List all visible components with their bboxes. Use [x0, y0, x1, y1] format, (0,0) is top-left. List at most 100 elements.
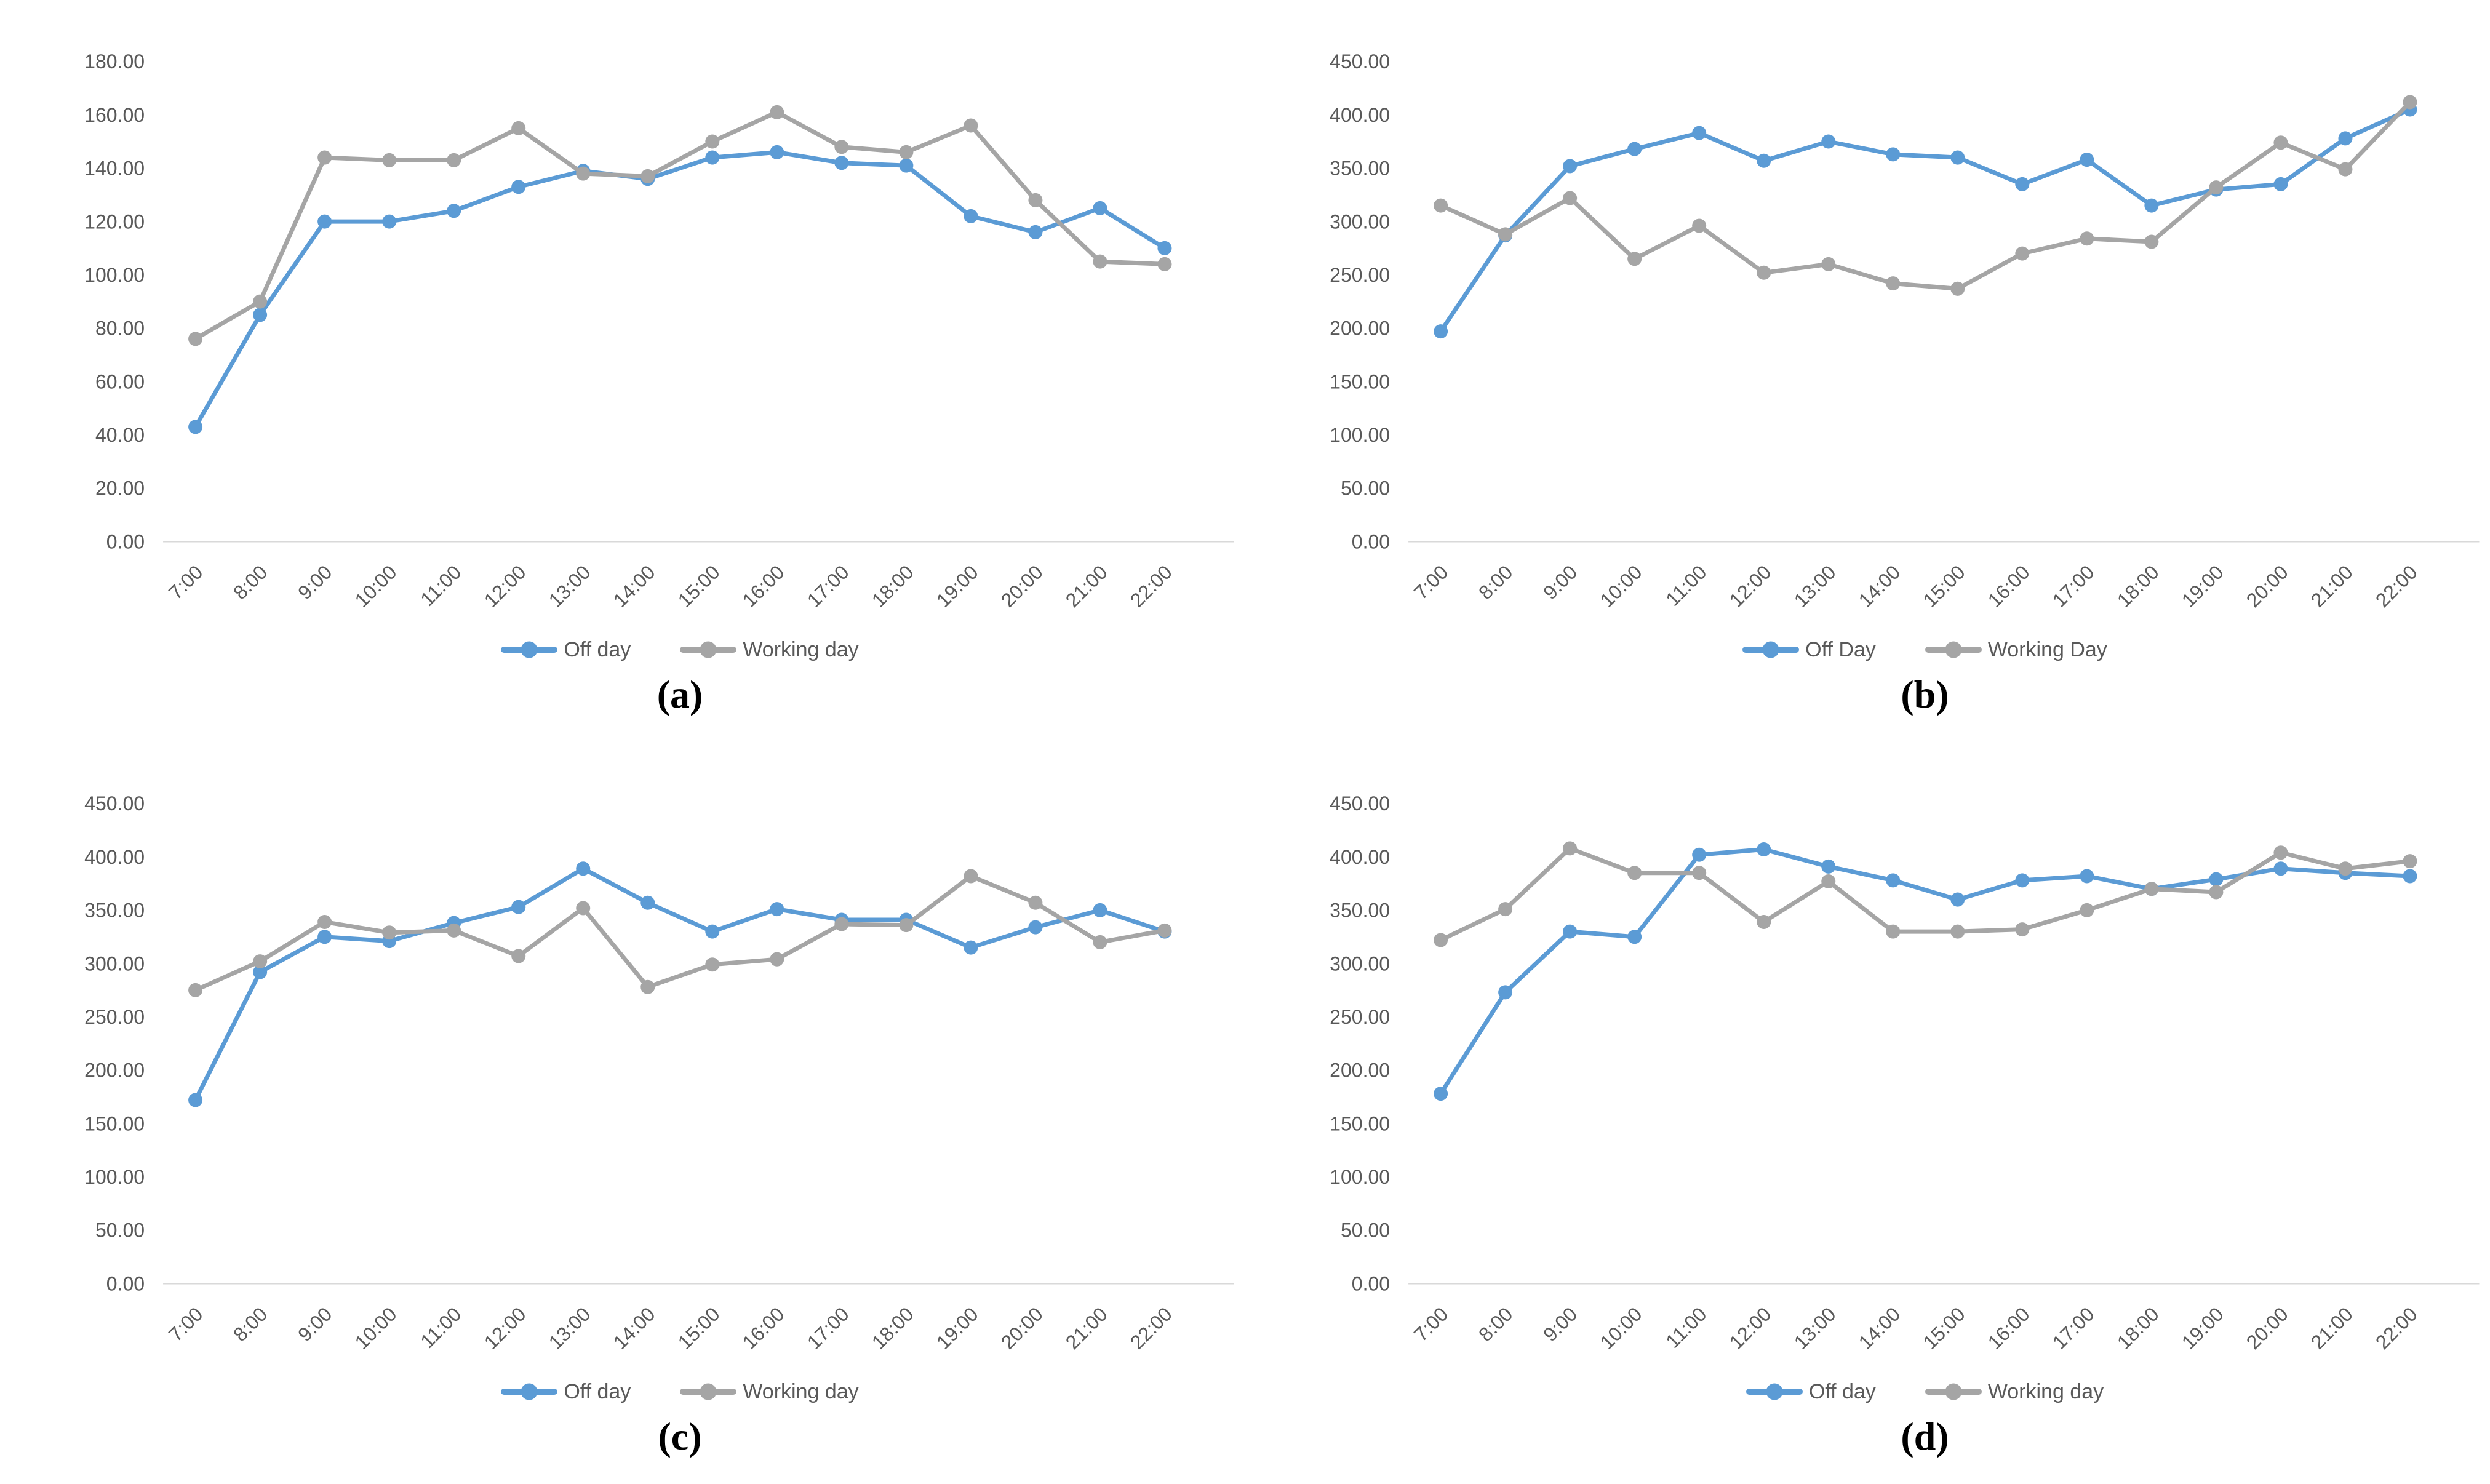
svg-text:50.00: 50.00	[95, 1219, 145, 1242]
svg-text:14:00: 14:00	[1854, 1303, 1904, 1354]
svg-text:300.00: 300.00	[1330, 210, 1390, 233]
svg-text:0.00: 0.00	[106, 1272, 145, 1295]
legend-label-working-day: Working day	[1987, 1379, 2104, 1403]
svg-text:17:00: 17:00	[803, 561, 853, 612]
svg-text:18:00: 18:00	[2112, 1303, 2163, 1354]
svg-text:13:00: 13:00	[545, 1303, 595, 1354]
y-axis-tick-labels: 0.00 20.00 40.00 60.00 80.00 100.00 120.00 140.…	[84, 50, 145, 553]
svg-text:17:00: 17:00	[2048, 561, 2098, 612]
svg-text:14:00: 14:00	[1854, 561, 1904, 612]
svg-text:13:00: 13:00	[1789, 561, 1840, 612]
svg-text:250.00: 250.00	[1330, 264, 1390, 286]
legend-item-off-day: Off day	[501, 1380, 631, 1404]
working-day-line-marker-icon	[680, 647, 737, 653]
svg-text:12:00: 12:00	[1725, 561, 1775, 612]
svg-text:12:00: 12:00	[480, 561, 530, 612]
svg-text:21:00: 21:00	[2306, 1303, 2356, 1354]
svg-text:16:00: 16:00	[738, 1303, 789, 1354]
svg-text:300.00: 300.00	[1330, 952, 1390, 975]
svg-text:150.00: 150.00	[1330, 370, 1390, 393]
off-day-line-marker-icon	[501, 1389, 558, 1395]
svg-text:11:00: 11:00	[416, 561, 465, 610]
svg-text:22:00: 22:00	[1126, 561, 1176, 612]
svg-text:18:00: 18:00	[868, 1303, 918, 1354]
series-working-day	[1433, 95, 2417, 296]
svg-text:40.00: 40.00	[95, 424, 145, 446]
line-chart-d: 0.00 50.00 100.00 150.00 200.00 250.00 300.00 3…	[1330, 792, 2479, 1354]
x-axis-tick-labels: 7:00 8:00 9:00 10:00 11:00 12:00 13:00 14:00 15:…	[164, 561, 1176, 612]
svg-text:20:00: 20:00	[2241, 1303, 2292, 1354]
working-day-line-marker-icon	[1925, 647, 1982, 653]
legend-item-off-day: Off Day	[1742, 638, 1876, 662]
svg-text:0.00: 0.00	[106, 530, 145, 553]
svg-text:60.00: 60.00	[95, 370, 145, 393]
x-axis-tick-labels: 7:00 8:00 9:00 10:00 11:00 12:00 13:00 14:00 15:…	[1410, 1303, 2422, 1354]
legend-a: Off day Working day	[163, 634, 1197, 666]
svg-text:50.00: 50.00	[1340, 477, 1389, 500]
legend-item-off-day: Off day	[1746, 1380, 1876, 1404]
svg-text:22:00: 22:00	[1126, 1303, 1176, 1354]
panel-b: 0.00 50.00 100.00 150.00 200.00 250.00 300.00 3…	[1245, 0, 2490, 742]
legend-label-off-day: Off day	[564, 1379, 631, 1403]
line-chart-c: 0.00 50.00 100.00 150.00 200.00 250.00 300.00 3…	[84, 792, 1234, 1354]
off-day-line-marker-icon	[1746, 1389, 1803, 1395]
legend-label-working-day: Working Day	[1987, 637, 2107, 661]
svg-text:19:00: 19:00	[932, 1303, 983, 1354]
panel-caption-d: (d)	[1901, 1414, 1949, 1459]
svg-text:20:00: 20:00	[997, 561, 1047, 612]
panel-caption-c: (c)	[658, 1414, 702, 1459]
svg-text:17:00: 17:00	[2048, 1303, 2098, 1354]
svg-text:22:00: 22:00	[2371, 1303, 2421, 1354]
svg-text:18:00: 18:00	[2112, 561, 2163, 612]
svg-text:9:00: 9:00	[293, 1303, 336, 1346]
svg-text:180.00: 180.00	[84, 50, 145, 73]
legend-item-working-day: Working day	[680, 1380, 859, 1404]
svg-text:160.00: 160.00	[84, 104, 145, 126]
svg-text:200.00: 200.00	[84, 1059, 145, 1082]
off-day-line-marker-icon	[1742, 647, 1800, 653]
svg-text:11:00: 11:00	[1661, 561, 1710, 610]
svg-text:9:00: 9:00	[293, 561, 336, 604]
svg-text:100.00: 100.00	[84, 1166, 145, 1188]
svg-text:19:00: 19:00	[2177, 1303, 2227, 1354]
svg-text:100.00: 100.00	[84, 264, 145, 286]
legend-item-working-day: Working day	[680, 638, 859, 662]
svg-text:7:00: 7:00	[164, 1303, 207, 1346]
svg-text:7:00: 7:00	[1410, 1303, 1452, 1346]
svg-text:10:00: 10:00	[1595, 561, 1646, 612]
series-working-day	[188, 869, 1172, 997]
svg-text:11:00: 11:00	[1661, 1303, 1710, 1352]
svg-text:15:00: 15:00	[674, 1303, 724, 1354]
svg-text:20.00: 20.00	[95, 477, 145, 500]
svg-text:400.00: 400.00	[1330, 846, 1390, 868]
legend-item-working-day: Working Day	[1925, 638, 2107, 662]
svg-text:300.00: 300.00	[84, 952, 145, 975]
series-off-day	[1433, 102, 2417, 339]
svg-text:20:00: 20:00	[997, 1303, 1047, 1354]
svg-text:15:00: 15:00	[1918, 1303, 1969, 1354]
y-axis-tick-labels: 0.00 50.00 100.00 150.00 200.00 250.00 300.00 3…	[1330, 50, 1390, 553]
svg-text:350.00: 350.00	[1330, 900, 1390, 922]
svg-text:10:00: 10:00	[1595, 1303, 1646, 1354]
svg-text:12:00: 12:00	[480, 1303, 530, 1354]
legend-label-off-day: Off Day	[1805, 637, 1876, 661]
legend-d: Off day Working day	[1408, 1376, 2442, 1408]
svg-text:21:00: 21:00	[1061, 1303, 1112, 1354]
line-chart-a: 0.00 20.00 40.00 60.00 80.00 100.00 120.00 140.…	[84, 50, 1234, 612]
svg-text:8:00: 8:00	[229, 561, 271, 604]
svg-text:9:00: 9:00	[1539, 1303, 1581, 1346]
svg-text:7:00: 7:00	[164, 561, 207, 604]
svg-text:22:00: 22:00	[2371, 561, 2421, 612]
svg-text:450.00: 450.00	[1330, 50, 1390, 73]
svg-text:8:00: 8:00	[229, 1303, 271, 1346]
legend-label-off-day: Off day	[564, 637, 631, 661]
y-axis-tick-labels: 0.00 50.00 100.00 150.00 200.00 250.00 300.00 3…	[84, 792, 145, 1295]
svg-text:350.00: 350.00	[1330, 158, 1390, 180]
svg-text:10:00: 10:00	[351, 561, 401, 612]
legend-b: Off Day Working Day	[1408, 634, 2442, 666]
svg-text:250.00: 250.00	[84, 1006, 145, 1028]
svg-text:14:00: 14:00	[609, 1303, 660, 1354]
svg-text:140.00: 140.00	[84, 158, 145, 180]
series-working-day	[1433, 841, 2417, 947]
off-day-line-marker-icon	[501, 647, 558, 653]
